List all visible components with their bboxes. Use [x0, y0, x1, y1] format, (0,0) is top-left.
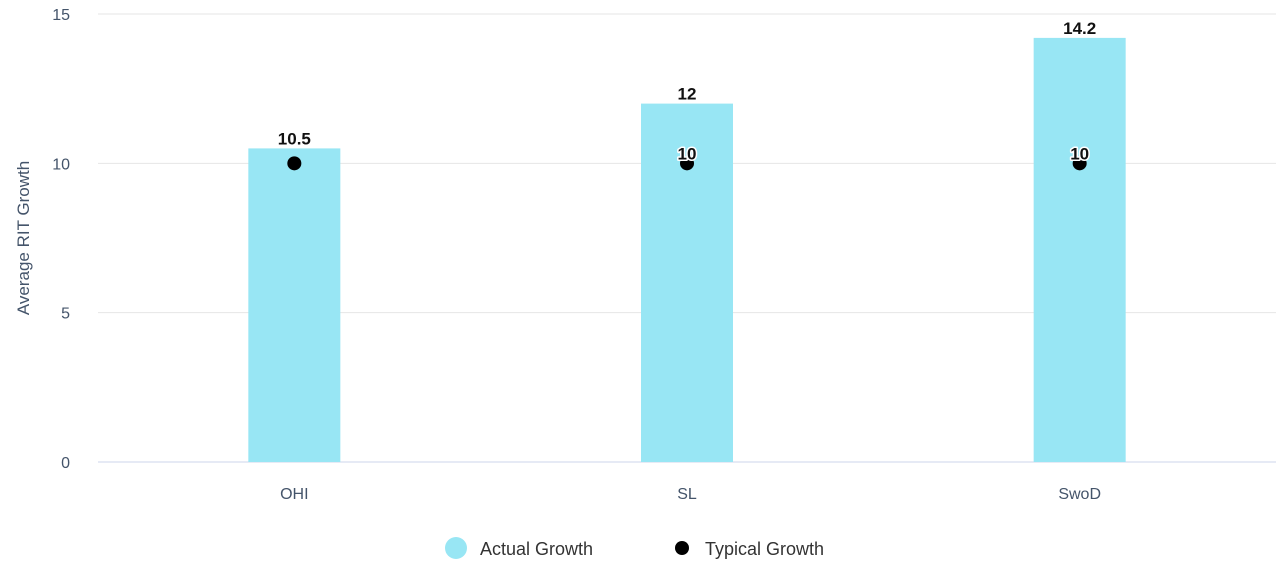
point-typical-growth [287, 156, 302, 171]
legend-label-typical-growth: Typical Growth [705, 539, 824, 559]
y-tick-label: 0 [61, 455, 70, 472]
data-label-typical-growth: 10 [1070, 144, 1089, 163]
legend-label-actual-growth: Actual Growth [480, 539, 593, 559]
y-tick-label: 10 [52, 156, 70, 173]
y-tick-labels: 0 5 10 15 [52, 7, 70, 472]
legend-marker-actual-growth [445, 537, 467, 559]
x-category-labels: OHI SL SwoD [280, 486, 1101, 503]
legend-item-typical-growth[interactable]: Typical Growth [675, 539, 824, 559]
data-label-actual-growth: 14.2 [1063, 19, 1096, 38]
actual-growth-bars [248, 37, 1126, 462]
typical-growth-points [287, 156, 1087, 171]
y-tick-label: 5 [61, 306, 70, 323]
y-axis-label: Average RIT Growth [14, 161, 33, 315]
x-tick-label: SwoD [1058, 486, 1101, 503]
point-typical-growth [680, 156, 694, 171]
legend-item-actual-growth[interactable]: Actual Growth [445, 537, 593, 559]
y-tick-label: 15 [52, 7, 70, 24]
legend-marker-typical-growth [675, 541, 689, 555]
bar-actual-growth [1033, 37, 1126, 462]
x-tick-label: SL [677, 486, 697, 503]
data-label-actual-growth: 12 [678, 85, 697, 104]
data-label-typical-growth: 10 [678, 144, 697, 163]
bar-actual-growth [248, 148, 341, 462]
point-typical-growth [1072, 156, 1087, 171]
x-tick-label: OHI [280, 486, 308, 503]
legend: Actual Growth Typical Growth [445, 537, 824, 559]
data-labels: 10.5 12 10 14.2 10 [276, 17, 1097, 164]
data-label-actual-growth: 10.5 [278, 129, 311, 148]
